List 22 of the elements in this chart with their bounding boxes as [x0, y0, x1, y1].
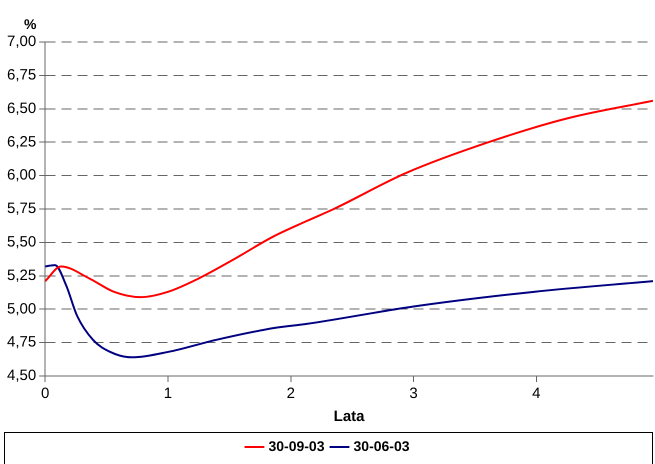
legend-label: 30-06-03	[354, 438, 410, 454]
y-tick-label: 6,00	[6, 166, 36, 184]
y-tick-label: 5,00	[6, 300, 36, 318]
line-series	[45, 100, 653, 298]
y-tick-label: 6,75	[6, 66, 36, 84]
legend-label: 30-09-03	[268, 438, 325, 454]
y-tick-label: 4,50	[6, 367, 36, 384]
x-tick-label: 4	[532, 385, 541, 402]
y-tick-label: 5,50	[6, 234, 36, 251]
y-tick-label: 5,25	[6, 266, 36, 284]
y-tick-label: 6,50	[6, 100, 36, 117]
line-series	[45, 264, 653, 358]
y-tick-label: 6,25	[6, 133, 36, 150]
x-tick-label: 0	[41, 385, 50, 402]
y-tick-label: 7,00	[6, 33, 36, 50]
x-tick-label: 1	[164, 385, 172, 402]
y-tick-label: 5,75	[6, 200, 36, 218]
y-tick-label: 4,75	[6, 334, 36, 351]
x-tick-label: 2	[286, 385, 295, 402]
x-tick-label: 3	[409, 385, 418, 402]
y-axis-title: %	[24, 16, 37, 32]
x-axis-title: Lata	[334, 408, 366, 426]
